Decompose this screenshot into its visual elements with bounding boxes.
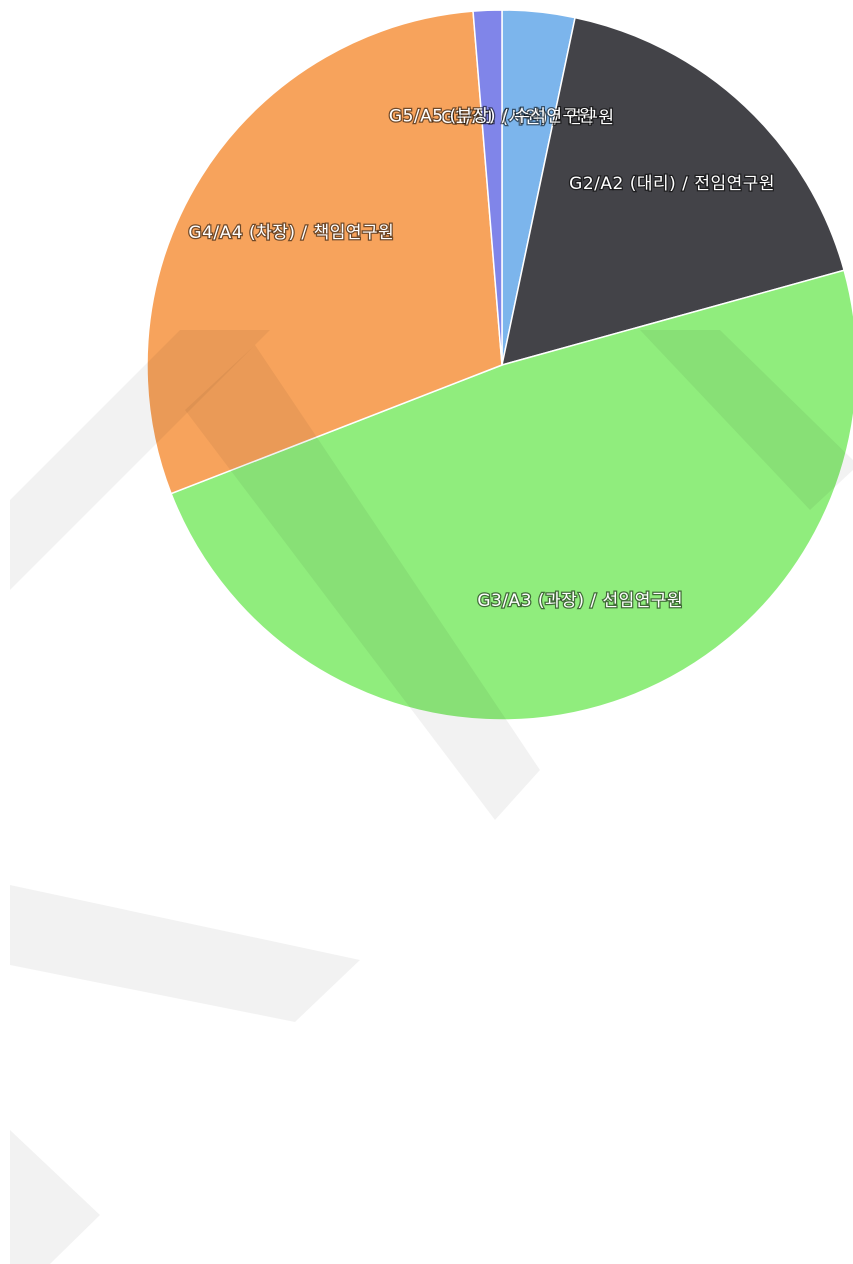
watermark [10,330,853,1264]
watermark-shape [10,885,360,1022]
slice-label: G5/A5 (부장) / 수석연구원 [389,107,595,127]
slice [501,16,846,367]
slice-label: G4/A4 (차장) / 책임연구원 [188,223,394,243]
slice [472,9,503,366]
slice-label: G2/A2 (대리) / 전임연구원 [569,174,775,194]
slice [146,10,503,495]
watermark-shape [10,1130,100,1264]
watermark-shape [185,345,540,820]
watermark-shape [640,330,853,510]
pie [146,9,853,721]
slice-label: G3/A3 (과장) / 선임연구원 [477,591,683,611]
watermark-shape [10,330,270,590]
labels: G1/A1 (사원) / 연구원 G2/A2 (대리) / 전임연구원 G3/A3 … [187,105,776,612]
slice-label: G1/A1 (사원) / 연구원 [441,108,615,128]
slice [170,269,853,721]
